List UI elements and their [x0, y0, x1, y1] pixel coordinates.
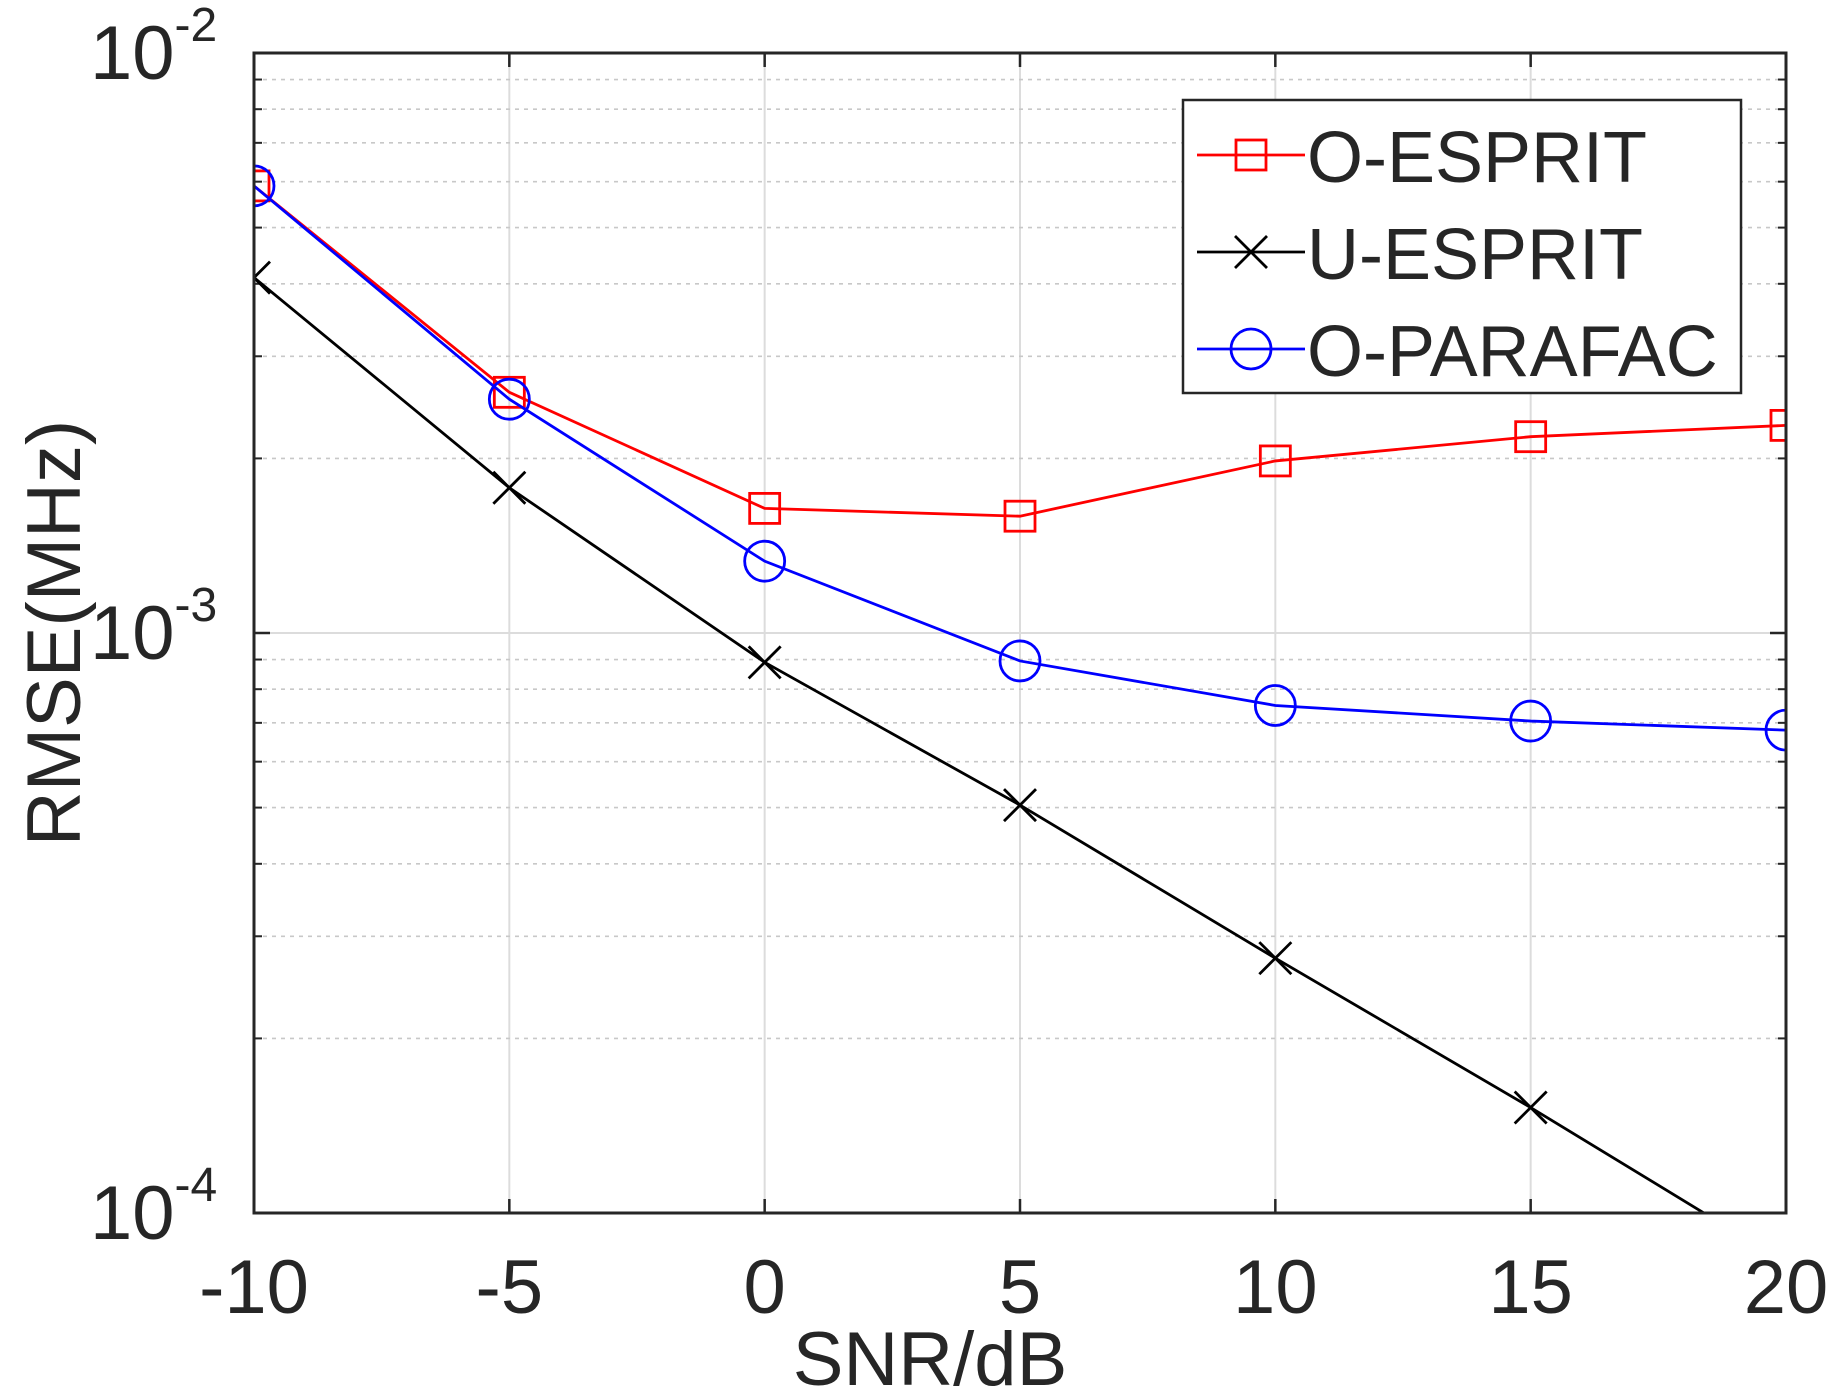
data-point-u-esprit — [1003, 788, 1037, 823]
legend: O-ESPRIT U-ESPRIT O-PARAFAC — [1181, 98, 1743, 395]
y-tick-label: 10-2 — [90, 0, 217, 96]
legend-marker-o-esprit — [1234, 138, 1268, 172]
legend-box — [1181, 98, 1743, 395]
data-point-o-esprit — [1514, 420, 1548, 454]
legend-marker-o-parafac — [1229, 327, 1273, 371]
x-tick-label: 15 — [1488, 1245, 1573, 1330]
series-line-o-parafac — [254, 184, 1786, 732]
data-point-o-esprit — [254, 169, 271, 203]
y-tick-label: 10-4 — [90, 1159, 217, 1256]
data-point-o-parafac — [1764, 708, 1786, 752]
x-tick-label: -10 — [199, 1245, 309, 1330]
x-tick-label: 10 — [1233, 1245, 1318, 1330]
series-line-o-esprit — [254, 184, 1786, 518]
data-point-o-parafac — [487, 377, 531, 421]
data-point-o-esprit — [748, 491, 782, 525]
legend-label-o-esprit: O-ESPRIT — [1307, 118, 1647, 198]
x-tick-labels: -10 -5 0 5 10 15 20 — [199, 1245, 1828, 1330]
y-axis-label: RMSE(MHz) — [12, 420, 97, 846]
x-tick-label: 0 — [744, 1245, 786, 1330]
data-point-u-esprit — [1513, 1090, 1548, 1125]
legend-label-u-esprit: U-ESPRIT — [1307, 215, 1643, 295]
plot-frame — [252, 51, 1788, 1215]
data-point-u-esprit — [492, 470, 527, 505]
data-point-o-esprit — [1003, 499, 1037, 533]
legend-label-o-parafac: O-PARAFAC — [1307, 312, 1718, 392]
data-point-u-esprit — [747, 645, 782, 680]
data-point-o-esprit — [1769, 408, 1786, 442]
x-tick-label: 20 — [1744, 1245, 1829, 1330]
series-group — [254, 164, 1786, 1213]
data-point-u-esprit — [254, 260, 271, 295]
legend-marker-u-esprit — [1234, 235, 1268, 269]
data-point-u-esprit — [1258, 941, 1293, 976]
data-point-o-parafac — [254, 164, 276, 208]
y-tick-label: 10-3 — [90, 579, 217, 676]
data-point-o-esprit — [1258, 444, 1292, 478]
grid — [254, 53, 1786, 1213]
data-point-o-parafac — [743, 539, 787, 583]
data-point-o-esprit — [492, 375, 526, 409]
x-tick-label: 5 — [999, 1245, 1041, 1330]
data-point-o-parafac — [998, 639, 1042, 683]
y-tick-labels: 10-4 10-3 10-2 — [90, 0, 217, 1256]
data-point-o-parafac — [1509, 699, 1553, 743]
data-point-o-parafac — [1253, 684, 1297, 727]
x-tick-label: -5 — [476, 1245, 544, 1330]
x-axis-label: SNR/dB — [793, 1317, 1068, 1391]
